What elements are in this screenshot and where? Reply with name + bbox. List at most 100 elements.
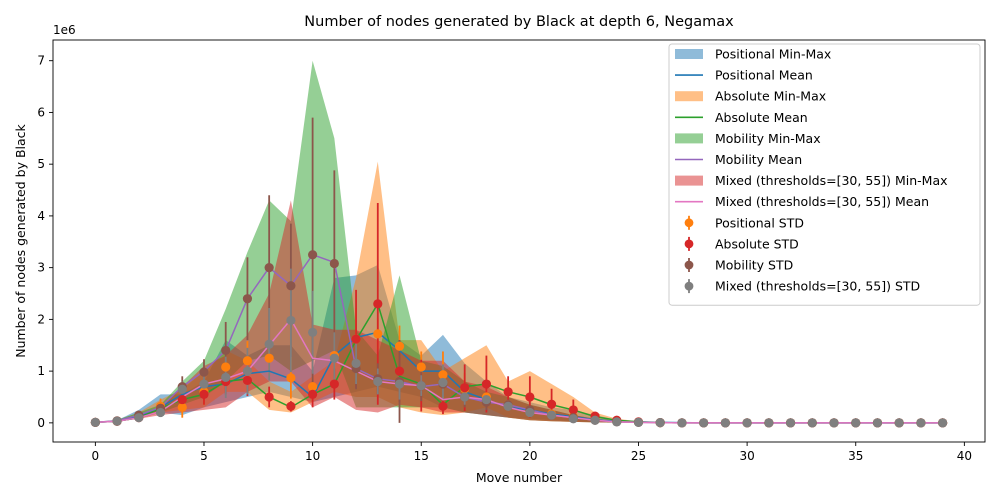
x-tick-label: 40 — [957, 449, 972, 463]
legend-label: Mixed (thresholds=[30, 55]) Min-Max — [715, 173, 948, 188]
std-marker — [286, 281, 296, 291]
std-marker — [286, 315, 296, 326]
legend-entry: Absolute STD — [684, 236, 799, 251]
y-tick-label: 6 — [37, 105, 45, 119]
legend-label: Absolute STD — [715, 236, 799, 251]
std-marker — [416, 381, 426, 391]
x-axis-ticks: 0 5 10 15 20 25 30 35 40 — [92, 442, 972, 463]
std-marker — [394, 341, 405, 351]
legend-entry: Positional Mean — [675, 68, 813, 83]
std-marker — [677, 418, 687, 428]
legend-entry: Mobility Min-Max — [675, 131, 821, 146]
legend-swatch — [675, 133, 703, 144]
std-marker — [308, 250, 318, 260]
plot-area-frame — [52, 39, 986, 443]
legend-swatch — [684, 281, 694, 291]
std-marker — [242, 375, 253, 386]
legend-swatch — [675, 175, 703, 186]
std-marker — [394, 366, 405, 376]
std-marker — [438, 377, 448, 388]
legend-label: Mixed (thresholds=[30, 55]) Mean — [715, 194, 929, 209]
std-marker — [199, 367, 209, 377]
std-marker — [568, 414, 578, 424]
std-marker — [916, 418, 926, 428]
legend-entry: Absolute Mean — [675, 110, 808, 125]
legend-entry: Positional STD — [684, 215, 804, 230]
std-marker — [785, 418, 796, 428]
y-tick-label: 7 — [37, 54, 45, 68]
x-tick-label: 10 — [305, 449, 320, 463]
legend-label: Mixed (thresholds=[30, 55]) STD — [715, 279, 920, 294]
legend-label: Absolute Min-Max — [715, 89, 826, 104]
std-marker — [221, 362, 231, 372]
x-axis-label: Move number — [476, 470, 563, 485]
std-marker — [699, 418, 709, 428]
legend-entry: Mobility STD — [684, 258, 793, 273]
std-marker — [242, 366, 253, 376]
std-marker — [351, 358, 361, 368]
std-marker — [264, 353, 274, 363]
y-tick-label: 3 — [37, 261, 45, 275]
std-marker — [373, 329, 383, 339]
std-marker — [90, 417, 100, 427]
std-marker — [416, 362, 426, 372]
x-tick-label: 0 — [92, 449, 100, 463]
std-marker — [373, 376, 383, 387]
std-marker — [503, 401, 513, 411]
legend-label: Positional Mean — [715, 68, 813, 83]
std-marker — [177, 402, 187, 412]
std-marker — [199, 379, 209, 389]
std-marker — [481, 379, 492, 389]
std-marker — [286, 401, 296, 411]
std-marker — [177, 384, 187, 394]
std-marker — [872, 418, 883, 428]
std-marker — [829, 418, 839, 428]
std-marker — [938, 418, 948, 428]
std-marker — [351, 334, 361, 344]
std-marker — [851, 418, 861, 428]
band-3 — [95, 200, 943, 423]
std-marker — [438, 401, 448, 411]
legend-entry: Mixed (thresholds=[30, 55]) Mean — [675, 194, 929, 209]
legend-label: Mobility Mean — [715, 152, 802, 167]
y-axis-ticks: 0 1 2 3 4 5 6 7 — [37, 54, 53, 430]
y-tick-label: 0 — [37, 416, 45, 430]
std-marker — [807, 418, 817, 428]
x-tick-label: 35 — [848, 449, 863, 463]
std-marker — [373, 299, 383, 309]
std-marker — [329, 353, 339, 363]
y-tick-label: 1 — [37, 364, 45, 378]
std-marker — [264, 392, 274, 402]
legend-label: Absolute Mean — [715, 110, 808, 125]
std-marker — [655, 417, 665, 428]
std-marker — [568, 405, 578, 415]
y-tick-label: 2 — [37, 312, 45, 326]
std-marker — [503, 387, 513, 397]
legend-swatch — [684, 260, 694, 270]
mean-line-3 — [95, 318, 943, 424]
x-tick-label: 5 — [200, 449, 208, 463]
std-marker — [242, 356, 253, 366]
y-axis-label: Number of nodes generated by Black — [13, 123, 28, 357]
x-tick-label: 15 — [414, 449, 429, 463]
legend-swatch — [684, 218, 694, 228]
mean-lines — [95, 253, 943, 424]
std-marker — [633, 417, 644, 427]
std-marker — [460, 392, 470, 402]
std-marker — [394, 379, 405, 389]
legend-entry: Absolute Min-Max — [675, 89, 826, 104]
legend-swatch — [684, 239, 694, 249]
std-marker — [329, 258, 339, 269]
std-marker — [612, 417, 622, 427]
std-marker — [546, 410, 557, 420]
std-marker — [199, 389, 209, 400]
y-tick-label: 5 — [37, 157, 45, 171]
std-marker — [286, 373, 296, 383]
std-marker — [221, 372, 231, 382]
legend-entry: Mobility Mean — [675, 152, 802, 167]
legend-label: Mobility Min-Max — [715, 131, 821, 146]
legend-entry: Mixed (thresholds=[30, 55]) Min-Max — [675, 173, 948, 188]
legend-entry: Positional Min-Max — [675, 47, 831, 62]
legend-box — [668, 43, 981, 306]
